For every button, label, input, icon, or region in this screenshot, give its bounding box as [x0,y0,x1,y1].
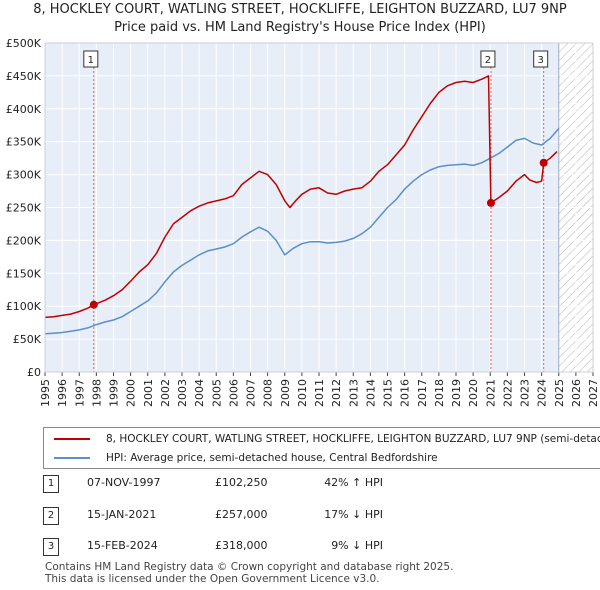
sale-hpi-change: 17% ↓ HPI [324,508,383,521]
x-tick-label: 1996 [56,379,69,407]
legend-property: 8, HOCKLEY COURT, WATLING STREET, HOCKLI… [54,430,600,448]
y-tick-label: £400K [6,103,42,116]
x-tick-label: 1999 [108,379,121,407]
sale-date: 07-NOV-1997 [87,476,161,489]
x-tick-label: 2003 [176,379,189,407]
x-tick-label: 2027 [587,379,600,407]
footer-licence: This data is licensed under the Open Gov… [45,573,380,585]
plot-border [44,42,594,373]
y-tick-label: £500K [6,37,42,50]
x-tick-label: 2017 [416,379,429,407]
sale-point [89,300,98,309]
y-tick-label: £200K [6,234,42,247]
x-tick-label: 2012 [330,379,343,407]
x-tick-label: 2020 [467,379,480,407]
y-tick-label: £150K [6,267,42,280]
x-tick-label: 2001 [142,379,155,407]
chart-legend: 8, HOCKLEY COURT, WATLING STREET, HOCKLI… [43,427,600,469]
sale-number-badge: 1 [43,475,59,493]
property-price-line [44,75,558,319]
chart-title: 8, HOCKLEY COURT, WATLING STREET, HOCKLI… [33,2,567,17]
chart-subtitle: Price paid vs. HM Land Registry's House … [114,20,486,35]
sale-hpi-change: 42% ↑ HPI [324,476,383,489]
x-tick-label: 2006 [227,379,240,407]
x-tick-label: 2023 [519,379,532,407]
x-tick-label: 2005 [210,379,223,407]
legend-hpi: HPI: Average price, semi-detached house,… [54,449,438,467]
price-chart: £0 £50K £100K £150K £200K £250K £300K £350K £400… [6,37,600,407]
legend-property-swatch [54,438,90,440]
x-tick-label: 2004 [193,379,206,407]
sale-number-badge: 3 [43,538,59,556]
sale-price: £257,000 [215,508,268,521]
x-tick-label: 2016 [399,379,412,407]
legend-hpi-label: HPI: Average price, semi-detached house,… [106,452,438,464]
x-tick-label: 2022 [501,379,514,407]
x-tick-label: 1995 [39,379,52,407]
sale-date: 15-JAN-2021 [87,508,157,521]
sale-date: 15-FEB-2024 [87,539,158,552]
x-tick-label: 2014 [364,379,377,407]
sale-point [539,158,548,167]
x-tick-label: 2018 [433,379,446,407]
sale-label: 2 [485,55,491,66]
y-tick-label: £0 [27,366,41,379]
sale-label-box [480,50,496,68]
sale-label-box [83,50,99,68]
x-tick-label: 1998 [90,379,103,407]
x-tick-label: 2007 [245,379,258,407]
x-tick-label: 2026 [570,379,583,407]
x-tick-label: 2000 [125,379,138,407]
x-tick-label: 2025 [553,379,566,407]
x-tick-label: 2008 [262,379,275,407]
sale-label-box [533,50,549,68]
y-tick-label: £100K [6,300,42,313]
x-tick-label: 2010 [296,379,309,407]
x-tick-label: 2019 [450,379,463,407]
legend-hpi-swatch [54,457,90,459]
y-tick-label: £300K [6,169,42,182]
legend-property-label: 8, HOCKLEY COURT, WATLING STREET, HOCKLI… [106,433,600,445]
sale-point [486,198,495,207]
sale-price: £318,000 [215,539,268,552]
hpi-line [44,128,560,335]
sale-number-badge: 2 [43,507,59,525]
sale-price: £102,250 [215,476,268,489]
sale-hpi-change: 9% ↓ HPI [331,539,383,552]
x-tick-label: 2013 [347,379,360,407]
y-tick-label: £350K [6,136,42,149]
sale-label: 3 [537,55,543,66]
x-tick-label: 2009 [279,379,292,407]
footer-copyright: Contains HM Land Registry data © Crown c… [45,561,454,573]
y-tick-label: £50K [13,333,42,346]
x-tick-label: 1997 [73,379,86,407]
x-tick-label: 2021 [484,379,497,407]
x-tick-label: 2011 [313,379,326,407]
y-tick-label: £450K [6,70,42,83]
y-tick-label: £250K [6,202,42,215]
x-tick-label: 2024 [536,379,549,407]
x-tick-label: 2015 [382,379,395,407]
x-tick-label: 2002 [159,379,172,407]
sale-label: 1 [88,55,94,66]
